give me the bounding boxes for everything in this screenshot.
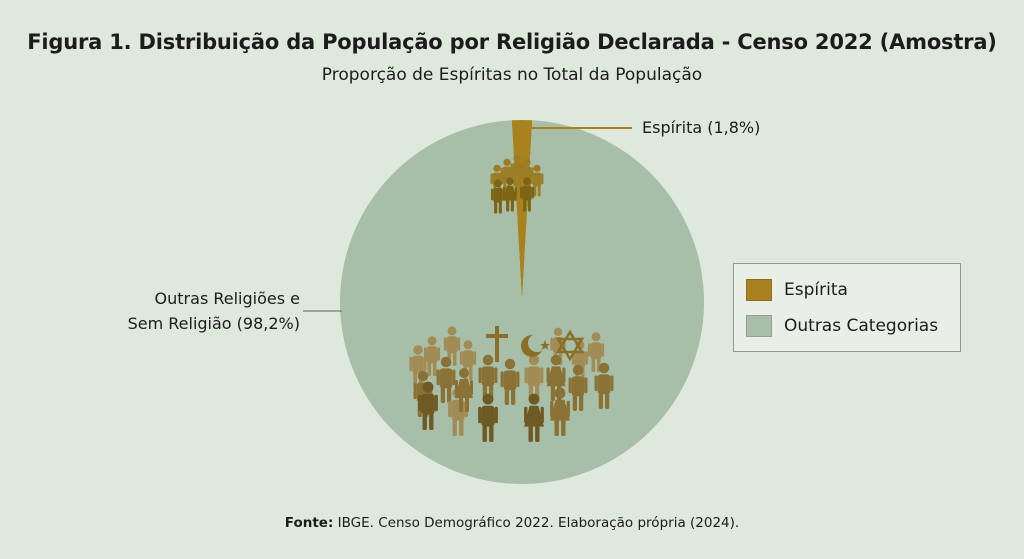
legend-label-outras: Outras Categorias	[784, 316, 939, 336]
person-icon	[502, 177, 518, 212]
slice-label-outras-line1: Outras Religiões e	[154, 289, 300, 308]
slice-label-espirita: Espírita (1,8%)	[642, 118, 761, 137]
person-icon	[519, 177, 535, 212]
crescent-star-icon	[521, 334, 550, 357]
cross-icon	[486, 326, 508, 362]
source-prefix: Fonte:	[284, 515, 334, 531]
espirita-people-icon	[490, 154, 544, 214]
person-icon	[524, 393, 544, 442]
legend-label-espirita: Espírita	[784, 280, 848, 300]
population-people-icon	[409, 326, 614, 442]
legend-item-outras: Outras Categorias	[746, 315, 938, 337]
person-icon	[490, 179, 506, 214]
person-icon	[500, 358, 520, 405]
person-icon	[436, 356, 456, 403]
legend-swatch-espirita	[746, 279, 772, 301]
source-text: IBGE. Censo Demográfico 2022. Elaboração…	[333, 515, 740, 531]
person-icon	[418, 381, 438, 430]
person-icon	[459, 340, 477, 380]
person-icon	[530, 164, 544, 197]
legend-swatch-outras	[746, 315, 772, 337]
person-icon	[550, 387, 570, 436]
star-of-david-icon	[555, 329, 585, 362]
source-note: Fonte: IBGE. Censo Demográfico 2022. Ela…	[0, 515, 1024, 531]
person-icon	[510, 154, 524, 187]
legend-item-espirita: Espírita	[746, 279, 848, 301]
chart-subtitle: Proporção de Espíritas no Total da Popul…	[321, 65, 703, 85]
person-icon	[423, 336, 441, 376]
person-icon	[594, 362, 614, 409]
slice-label-outras-line2: Sem Religião (98,2%)	[127, 314, 300, 333]
person-icon	[478, 393, 498, 442]
person-icon	[455, 368, 473, 412]
slice-label-outras: Outras Religiões e Sem Religião (98,2%)	[80, 286, 300, 336]
chart-title: Figura 1. Distribuição da População por …	[27, 30, 997, 54]
person-icon	[568, 364, 588, 411]
leader-line-espirita	[519, 127, 632, 140]
legend: Espírita Outras Categorias	[733, 263, 961, 352]
